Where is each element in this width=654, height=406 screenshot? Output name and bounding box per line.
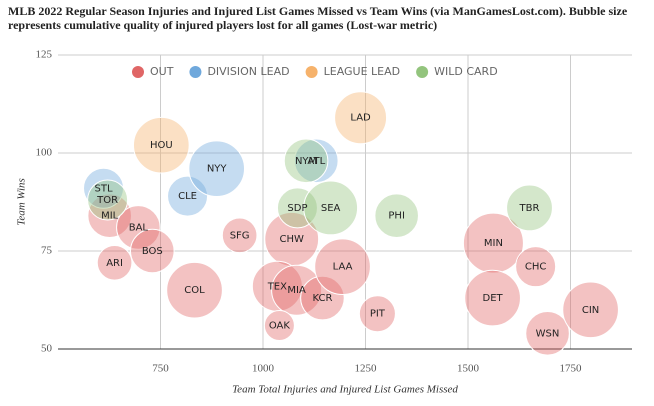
bubble [96, 244, 133, 281]
bubble [116, 205, 161, 250]
legend-swatch [132, 66, 144, 78]
bubble [188, 140, 246, 198]
y-tick-label: 100 [36, 147, 53, 159]
data-label: CLE [178, 191, 197, 202]
data-label: TBR [519, 203, 540, 214]
data-label: STL [94, 183, 112, 194]
x-tick-label: 1250 [355, 363, 378, 375]
data-label: SDP [287, 203, 307, 214]
data-label: CHW [280, 234, 305, 245]
legend-swatch [189, 66, 202, 78]
data-label: SFG [230, 230, 250, 241]
bubble [525, 311, 570, 356]
legend-label: LEAGUE LEAD [324, 65, 401, 78]
data-label: TOR [96, 195, 118, 206]
data-label: OAK [269, 320, 291, 331]
x-tick-label: 1000 [252, 363, 275, 375]
bubble [130, 228, 175, 274]
bubble [464, 269, 521, 327]
data-label: LAA [333, 262, 353, 273]
data-label: BAL [129, 222, 149, 233]
data-label: SEA [321, 203, 341, 214]
data-label: BOS [142, 246, 163, 257]
data-label: DET [483, 293, 504, 304]
x-tick-label: 1500 [457, 363, 480, 375]
bubble [562, 281, 619, 339]
legend-swatch [305, 66, 318, 78]
bubble [300, 275, 345, 321]
data-label: MIL [101, 211, 119, 222]
bubble [314, 238, 371, 296]
bubble [87, 179, 129, 221]
x-tick-label: 1750 [560, 363, 583, 375]
data-label: MIN [484, 238, 503, 249]
bubble [221, 217, 258, 254]
y-tick-label: 125 [36, 49, 53, 61]
bubble [166, 261, 223, 319]
data-label: ARI [106, 258, 123, 269]
data-label: NYY [207, 164, 228, 175]
y-tick-label: 50 [41, 343, 53, 355]
legend-label: OUT [150, 65, 174, 78]
chart-title: MLB 2022 Regular Season Injuries and Inj… [8, 4, 628, 32]
x-axis-title: Team Total Injuries and Injured List Gam… [232, 384, 458, 396]
data-label: ATL [307, 156, 325, 167]
legend-label: WILD CARD [434, 65, 498, 78]
legend-swatch [416, 66, 429, 78]
bubble [294, 138, 339, 184]
bubble [276, 187, 318, 229]
bubble [132, 116, 190, 174]
data-label: TEX [267, 281, 287, 292]
data-label: CIN [582, 305, 599, 316]
bubble [303, 180, 359, 236]
data-label: MIA [287, 285, 306, 296]
bubble [87, 193, 132, 239]
data-label: COL [184, 285, 205, 296]
data-label: NYM [295, 156, 317, 167]
data-label: HOU [150, 140, 173, 151]
y-axis-title: Team Wins [16, 178, 28, 226]
bubble [506, 184, 553, 232]
data-label: PHI [388, 211, 405, 222]
bubble [358, 295, 396, 333]
bubble [251, 260, 303, 312]
bubble [167, 175, 209, 217]
bubble [462, 212, 524, 274]
bubble [334, 91, 388, 145]
legend-label: DIVISION LEAD [207, 65, 289, 78]
bubble [283, 138, 329, 184]
data-label: LAD [350, 113, 371, 124]
data-label: CHC [525, 262, 547, 273]
bubble [263, 309, 295, 341]
bubble [515, 246, 557, 288]
bubble [374, 193, 419, 239]
y-tick-label: 75 [41, 245, 53, 257]
bubble [271, 264, 323, 316]
data-label: WSN [536, 328, 560, 339]
data-label: PIT [370, 309, 386, 320]
data-label: KCR [312, 293, 332, 304]
x-tick-label: 750 [152, 363, 169, 375]
